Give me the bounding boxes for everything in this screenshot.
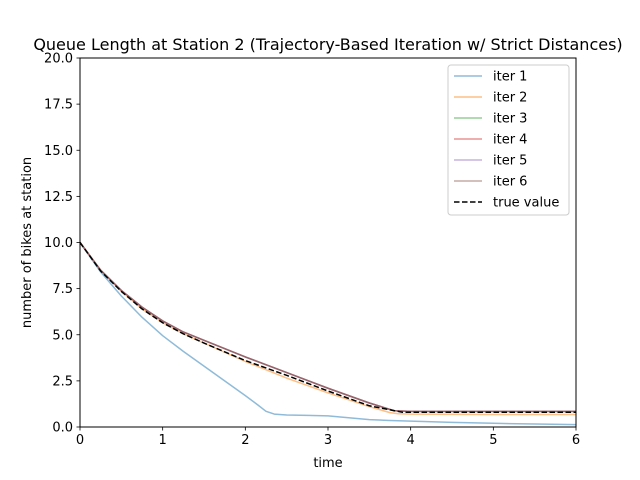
y-tick-label: 17.5 xyxy=(44,98,73,113)
series-line-2 xyxy=(79,242,576,416)
y-tick-label: 12.5 xyxy=(44,190,73,205)
y-axis-ticks: 0.0 2.5 5.0 7.5 10.0 12.5 15.0 17.5 20.0 xyxy=(44,52,80,436)
legend: iter 1 iter 2 iter 3 iter 4 iter 5 iter 6 true… xyxy=(447,64,570,216)
legend-label-2: iter 2 xyxy=(493,91,527,106)
legend-label-3: iter 3 xyxy=(493,112,527,127)
y-axis-label: number of bikes at station xyxy=(20,157,35,328)
x-axis-ticks: 0 1 2 3 4 5 6 xyxy=(76,427,580,448)
y-tick-label: 20.0 xyxy=(44,52,73,67)
chart-title: Queue Length at Station 2 (Trajectory-Ba… xyxy=(33,35,622,54)
series-line-1 xyxy=(79,242,577,426)
y-tick-label: 7.5 xyxy=(52,282,73,297)
x-tick-label: 0 xyxy=(76,433,84,448)
x-tick-label: 4 xyxy=(407,433,415,448)
x-tick-label: 5 xyxy=(489,433,497,448)
y-tick-label: 10.0 xyxy=(44,236,73,251)
x-tick-label: 3 xyxy=(324,433,332,448)
series-line-6 xyxy=(79,242,576,413)
series-layer xyxy=(79,242,577,426)
legend-label-6: iter 6 xyxy=(493,175,527,190)
legend-items: iter 1 iter 2 iter 3 iter 4 iter 5 iter 6 true… xyxy=(454,70,559,211)
legend-label-5: iter 5 xyxy=(493,154,527,169)
legend-label-4: iter 4 xyxy=(493,133,527,148)
x-tick-label: 6 xyxy=(572,433,580,448)
series-line-7 xyxy=(79,242,576,413)
x-tick-label: 2 xyxy=(241,433,249,448)
legend-label-7: true value xyxy=(493,196,559,211)
y-tick-label: 2.5 xyxy=(52,374,73,389)
x-axis-label: time xyxy=(313,456,342,471)
y-tick-label: 15.0 xyxy=(44,144,73,159)
y-tick-label: 5.0 xyxy=(52,328,73,343)
legend-box xyxy=(447,64,570,216)
legend-label-1: iter 1 xyxy=(493,70,527,85)
x-tick-label: 1 xyxy=(159,433,167,448)
y-tick-label: 0.0 xyxy=(52,421,73,436)
